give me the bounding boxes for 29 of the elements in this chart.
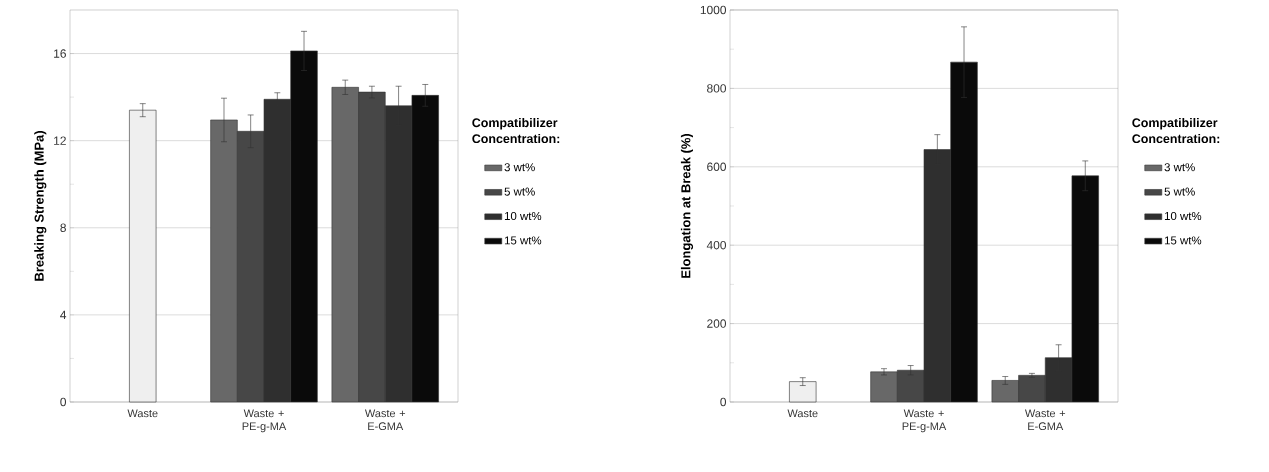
legend-label: 15 wt%: [504, 236, 542, 245]
legend-label: 5 wt%: [504, 187, 535, 196]
legend-label: 5 wt%: [1164, 187, 1195, 196]
legend-title: Compatibilizer Concentration:: [472, 117, 560, 144]
legend-label: 10 wt%: [504, 211, 542, 221]
x-tick-label: Waste + E-GMA: [1024, 409, 1066, 431]
legend-label: 10 wt%: [1164, 211, 1202, 221]
x-tick-label: Waste: [787, 409, 818, 418]
y-tick-label: 200: [707, 319, 727, 328]
y-tick-label: 16: [54, 49, 66, 58]
x-tick-label: Waste + PE-g-MA: [902, 409, 947, 433]
legend-label: 3 wt%: [1164, 163, 1195, 172]
y-axis-title: Elongation at Break (%): [680, 133, 694, 278]
y-tick-label: 12: [54, 136, 66, 145]
y-tick-label: 800: [707, 84, 727, 93]
y-tick-label: 1000: [700, 5, 727, 15]
y-tick-label: 8: [60, 223, 66, 232]
y-tick-label: 0: [720, 397, 727, 407]
legend-label: 15 wt%: [1164, 236, 1202, 245]
y-tick-label: 400: [706, 240, 727, 250]
x-tick-label: Waste: [127, 409, 158, 418]
y-tick-label: 600: [707, 162, 727, 172]
y-tick-label: 4: [60, 310, 67, 319]
x-tick-label: Waste + PE-g-MA: [242, 409, 287, 433]
legend-title: Compatibilizer Concentration:: [1132, 117, 1220, 144]
x-tick-label: Waste + E-GMA: [364, 409, 406, 431]
legend-label: 3 wt%: [504, 163, 535, 172]
y-tick-label: 0: [60, 397, 67, 407]
y-axis-title: Breaking Strength (MPa): [34, 131, 47, 281]
